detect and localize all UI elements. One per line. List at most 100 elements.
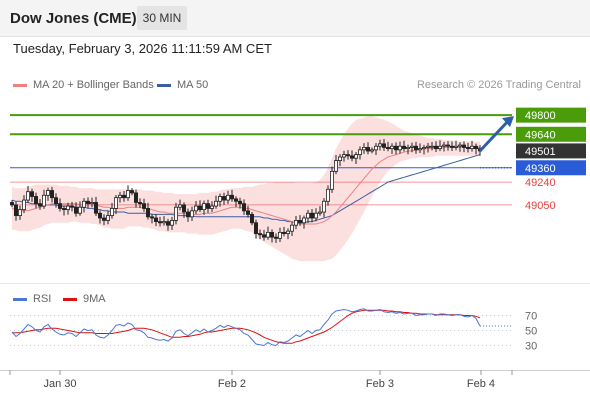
x-tick-label: Jan 30	[43, 378, 76, 390]
candle-body	[409, 145, 414, 148]
candle-body	[17, 209, 22, 217]
candle-body	[62, 208, 67, 211]
candle-body	[102, 217, 107, 221]
candle-body	[25, 191, 30, 201]
candle-body	[341, 154, 346, 158]
candle-body	[405, 147, 410, 150]
legend-ma50: MA 50	[157, 79, 208, 91]
candle-body	[241, 203, 246, 212]
candle-body	[82, 200, 87, 208]
candle-body	[329, 170, 334, 190]
candle-body	[425, 145, 430, 148]
candle-body	[90, 202, 95, 205]
x-tick-label: Feb 2	[218, 378, 246, 390]
candle-body	[345, 154, 350, 157]
candle-body	[349, 155, 354, 159]
level-label-49640: 49640	[525, 129, 556, 141]
candle-body	[13, 204, 18, 217]
candle-body	[465, 147, 470, 150]
candle-body	[86, 200, 91, 205]
candle-body	[106, 215, 111, 221]
candle-body	[381, 143, 386, 148]
candle-body	[429, 145, 434, 148]
candle-body	[197, 205, 202, 211]
candle-body	[114, 197, 119, 209]
candle-body	[313, 212, 318, 219]
level-label-49800: 49800	[525, 110, 556, 122]
candle-body	[181, 204, 186, 213]
candle-body	[445, 144, 450, 147]
candle-body	[225, 194, 230, 201]
candle-body	[205, 203, 210, 209]
timestamp: Tuesday, February 3, 2026 11:11:59 AM CE…	[13, 41, 272, 56]
candle-body	[357, 149, 362, 156]
rsi-9ma-line	[12, 309, 481, 344]
candle-body	[397, 145, 402, 151]
rsi-line	[11, 308, 481, 347]
candle-body	[469, 145, 474, 150]
candle-body	[173, 206, 178, 221]
candle-body	[317, 211, 322, 214]
candle-body	[185, 211, 190, 218]
candle-body	[157, 221, 162, 224]
candle-body	[369, 149, 374, 152]
target-arrow-shaft	[478, 120, 510, 152]
rsi-tick-50: 50	[525, 326, 537, 338]
candle-body	[38, 203, 43, 207]
candle-body	[301, 217, 306, 224]
candle-body	[289, 224, 294, 232]
candle-body	[149, 216, 154, 219]
candle-body	[58, 203, 63, 209]
candle-body	[169, 220, 174, 226]
candle-body	[153, 217, 158, 223]
candle-body	[209, 205, 214, 209]
candle-body	[281, 231, 286, 234]
candle-body	[201, 203, 206, 211]
candle-body	[118, 194, 123, 199]
candle-body	[110, 208, 115, 217]
candle-body	[245, 210, 250, 215]
candle-body	[9, 202, 14, 206]
candle-body	[401, 145, 406, 150]
level-label-49501: 49501	[525, 146, 556, 158]
x-axis: Jan 30 Feb 2 Feb 3 Feb 4	[0, 370, 590, 390]
legend-ma50-label: MA 50	[177, 79, 209, 91]
legend-ma20-label: MA 20 + Bollinger Bands	[33, 79, 154, 91]
ma20-swatch	[13, 83, 27, 87]
candle-body	[353, 154, 358, 159]
candle-body	[221, 196, 226, 201]
ma9-swatch	[63, 297, 77, 301]
candle-body	[189, 210, 194, 218]
candle-body	[233, 198, 238, 202]
candle-body	[165, 221, 170, 226]
candle-body	[421, 147, 426, 150]
candle-body	[305, 212, 310, 219]
candle-body	[385, 147, 390, 150]
candle-body	[66, 205, 71, 211]
candle-body	[129, 190, 134, 194]
candle-body	[433, 145, 438, 150]
candle-body	[46, 190, 51, 196]
candle-body	[177, 204, 182, 208]
candle-body	[42, 194, 47, 207]
candle-body	[249, 214, 254, 224]
candle-body	[337, 156, 342, 161]
candle-body	[461, 144, 466, 148]
candle-body	[217, 196, 222, 202]
candle-body	[253, 222, 258, 234]
candle-body	[269, 231, 274, 238]
rsi-tick-30: 30	[525, 341, 537, 353]
legend-9ma: 9MA	[63, 293, 106, 305]
candle-body	[449, 145, 454, 148]
candle-body	[325, 188, 330, 202]
candle-body	[34, 196, 39, 205]
rsi-panel: 70 50 30	[10, 308, 537, 353]
candle-body	[229, 194, 234, 200]
candle-body	[441, 144, 446, 147]
candle-body	[213, 200, 218, 207]
candle-body	[261, 234, 266, 238]
timeframe-button[interactable]: 30 MIN	[137, 6, 187, 30]
candle-body	[413, 145, 418, 151]
candle-body	[309, 212, 314, 219]
